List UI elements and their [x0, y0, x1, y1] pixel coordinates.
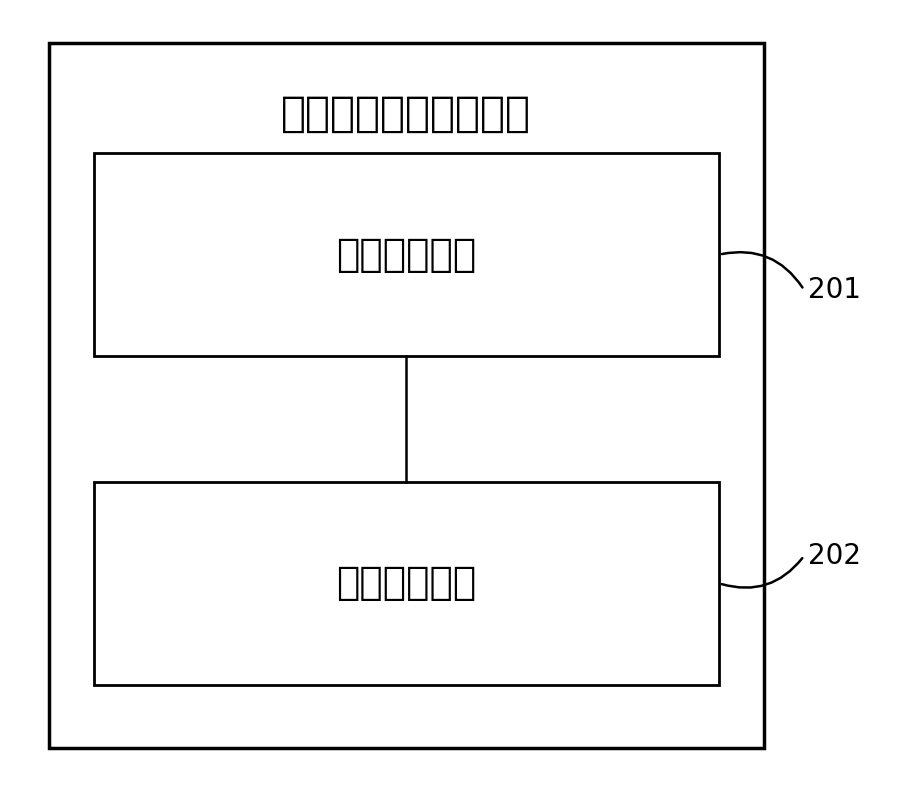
Text: 站点获取模块: 站点获取模块: [336, 564, 476, 602]
Text: 201: 201: [808, 276, 861, 304]
Text: 特征提取模块: 特征提取模块: [336, 236, 476, 274]
Bar: [94, 482, 719, 685]
Bar: [94, 153, 719, 357]
Bar: [49, 44, 764, 747]
Text: 公交站点位置获取装置: 公交站点位置获取装置: [281, 93, 531, 134]
Text: 202: 202: [808, 542, 861, 570]
